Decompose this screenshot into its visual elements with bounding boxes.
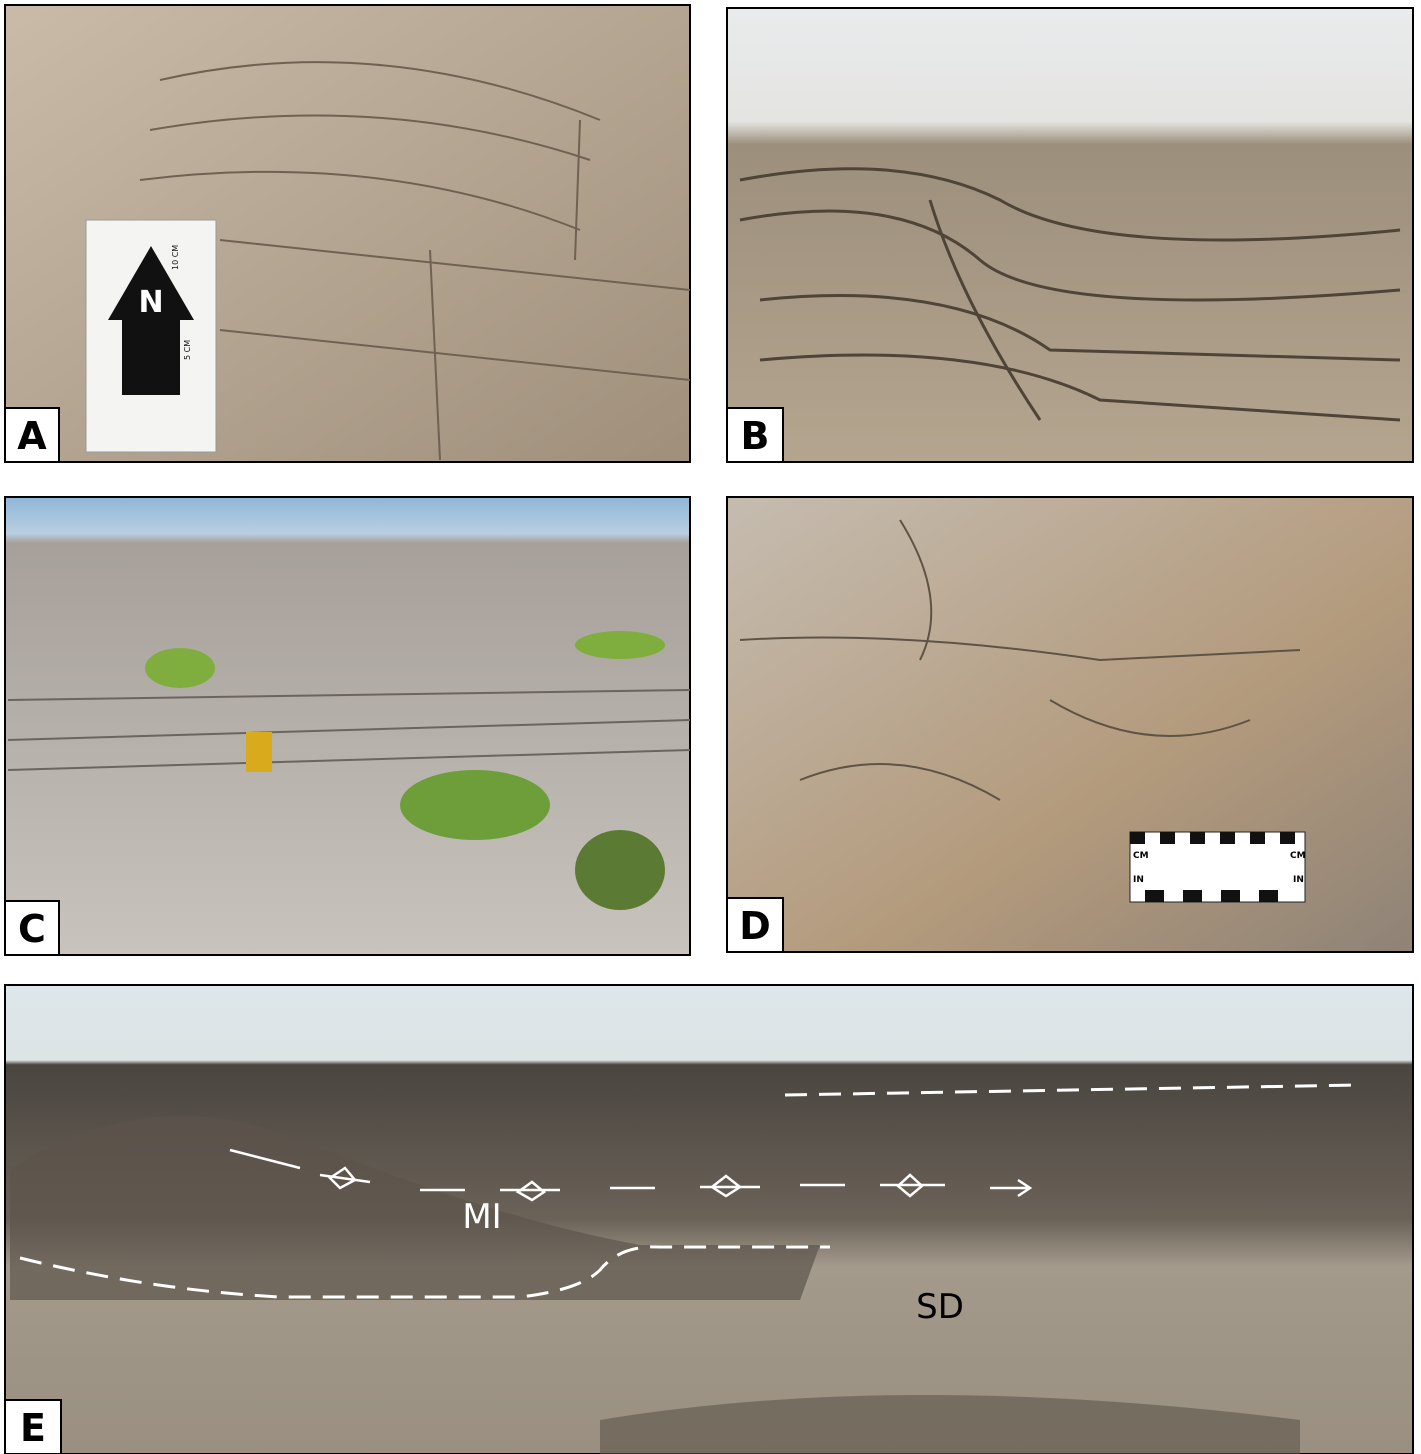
photo: [727, 497, 1413, 952]
panel-a: N 10 CM 5 CM A: [5, 5, 690, 462]
panel-label: B: [741, 414, 770, 458]
figure: N 10 CM 5 CM A B C: [0, 0, 1421, 1454]
scale-text: IN: [1293, 875, 1304, 885]
panel-label: E: [20, 1406, 46, 1450]
photo: [727, 8, 1413, 462]
arrow-shaft: [122, 320, 180, 395]
scale-text: CM: [1133, 851, 1149, 861]
scale-text: IN: [1133, 875, 1144, 885]
shrub: [400, 770, 550, 840]
panel-b: B: [727, 8, 1413, 462]
shrub: [575, 830, 665, 910]
notebook: [246, 732, 272, 772]
shrub: [145, 648, 215, 688]
annotation: MI: [462, 1197, 501, 1237]
shrub: [575, 631, 665, 659]
panel-e: MI SD E: [5, 985, 1413, 1454]
panel-c: C: [5, 497, 690, 955]
annotation: SD: [916, 1287, 964, 1327]
scale-text: 5 CM: [183, 340, 192, 360]
panel-label: D: [739, 904, 771, 948]
panel-label: A: [17, 414, 47, 458]
panel-label: C: [18, 907, 46, 951]
scale-text: CM: [1290, 851, 1306, 861]
scale-text: 10 CM: [171, 245, 180, 270]
scale-text: N: [138, 285, 163, 320]
panel-d: CM IN CM IN D: [727, 497, 1413, 952]
